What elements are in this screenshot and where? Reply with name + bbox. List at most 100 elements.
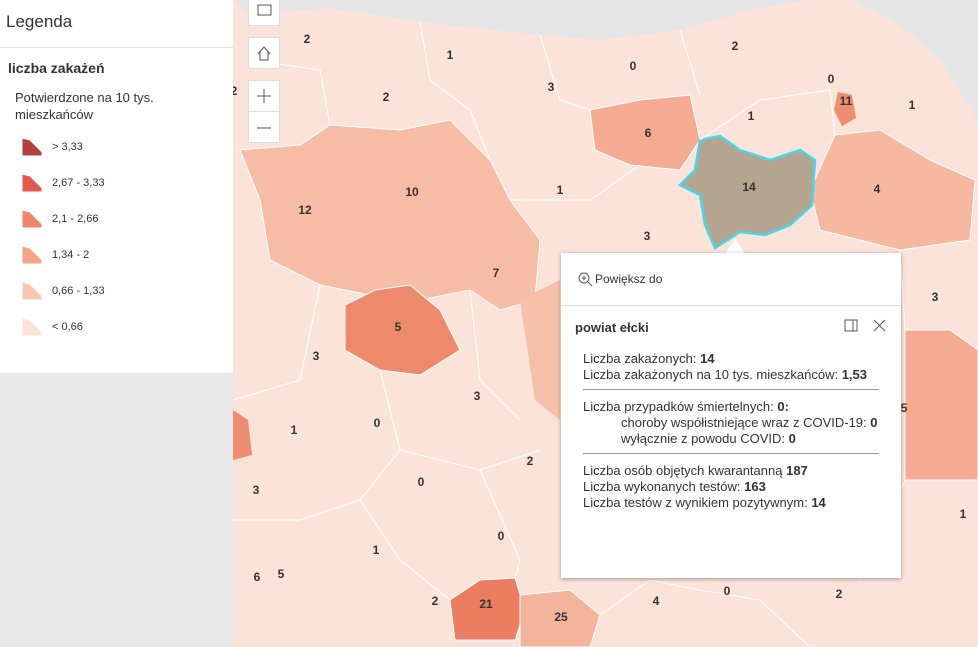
zoom-label: Powiększ do bbox=[595, 272, 663, 286]
region bbox=[834, 92, 856, 126]
icon bbox=[578, 272, 593, 287]
row-value: 14 bbox=[700, 351, 715, 366]
popup-row: wyłącznie z powodu COVID: 0 bbox=[583, 431, 879, 447]
borders bbox=[232, 21, 906, 647]
legend-label: 2,1 - 2,66 bbox=[52, 213, 99, 225]
legend-title: Legenda bbox=[0, 0, 233, 48]
region-label: 2 bbox=[527, 454, 534, 468]
row-value: 187 bbox=[786, 463, 808, 478]
row-value: 0 bbox=[870, 415, 878, 430]
region-label: 11 bbox=[840, 94, 853, 108]
region-label: 2 bbox=[304, 32, 311, 46]
row-value: 163 bbox=[744, 479, 766, 494]
region-label: 21 bbox=[479, 597, 493, 611]
region-label: 0 bbox=[418, 475, 425, 489]
legend-label: 1,34 - 2 bbox=[52, 249, 90, 261]
popup: Powiększ do powiat ełcki Liczba zakażony… bbox=[561, 253, 901, 578]
row-label: Liczba zakażonych na 10 tys. mieszkańców… bbox=[583, 367, 839, 382]
legend-item: 2,1 - 2,66 bbox=[20, 201, 233, 237]
legend-field: Potwierdzone na 10 tys. mieszkańców bbox=[15, 90, 154, 122]
region-label: 2 bbox=[432, 594, 439, 608]
legend-panel: Legenda liczba zakażeń Potwierdzone na 1… bbox=[0, 0, 233, 373]
legend-item: 1,34 - 2 bbox=[20, 237, 233, 273]
icon bbox=[257, 46, 271, 61]
region-label: 12 bbox=[298, 203, 312, 217]
zoom-in-button[interactable] bbox=[248, 80, 280, 112]
region-label: 0 bbox=[724, 584, 731, 598]
popup-actions[interactable] bbox=[843, 318, 887, 334]
legend-item: < 0,66 bbox=[20, 309, 233, 345]
popup-row: Liczba zakażonych na 10 tys. mieszkańców… bbox=[583, 367, 879, 383]
popup-row: Liczba osób objętych kwarantanną 187 bbox=[583, 463, 879, 479]
legend-swatch bbox=[21, 317, 43, 337]
popup-row: Liczba wykonanych testów: 163 bbox=[583, 479, 879, 495]
row-label: Liczba testów z wynikiem pozytywnym: bbox=[583, 495, 808, 510]
region bbox=[519, 589, 601, 647]
region-label: 1 bbox=[447, 48, 454, 62]
region-label: 14 bbox=[742, 180, 756, 194]
region-label: 1 bbox=[557, 183, 564, 197]
region-label: 1 bbox=[373, 543, 380, 557]
region bbox=[233, 410, 252, 460]
region-label: 1 bbox=[909, 98, 916, 112]
legend-swatch bbox=[21, 137, 43, 157]
region-label: 4 bbox=[874, 182, 881, 196]
legend-label: > 3,33 bbox=[52, 141, 83, 153]
icon bbox=[257, 89, 271, 103]
region-label: 3 bbox=[474, 389, 481, 403]
zoom-out-button[interactable] bbox=[248, 111, 280, 143]
swatch-shape bbox=[21, 281, 43, 301]
row-value: 14 bbox=[811, 495, 826, 510]
outside-area bbox=[850, 0, 978, 120]
popup-row: Liczba przypadków śmiertelnych: 0: bbox=[583, 399, 879, 415]
row-label: wyłącznie z powodu COVID: bbox=[621, 431, 786, 446]
region-label: 3 bbox=[313, 349, 320, 363]
swatch-shape bbox=[21, 209, 43, 229]
region-label: 10 bbox=[405, 185, 419, 199]
legend-layer: liczba zakażeń bbox=[8, 60, 105, 76]
popup-row: Liczba zakażonych: 14 bbox=[583, 351, 879, 367]
legend-swatch bbox=[21, 281, 43, 301]
region-label: 2 bbox=[732, 39, 739, 53]
region-label: 1 bbox=[291, 423, 298, 437]
row-label: Liczba osób objętych kwarantanną bbox=[583, 463, 783, 478]
legend-item: 2,67 - 3,33 bbox=[20, 165, 233, 201]
region-label: 6 bbox=[254, 570, 261, 584]
region bbox=[904, 329, 978, 481]
row-value: 0 bbox=[788, 431, 796, 446]
legend-label: < 0,66 bbox=[52, 321, 83, 333]
icon bbox=[257, 4, 272, 16]
region-label: 1 bbox=[960, 507, 967, 521]
region-label: 3 bbox=[932, 290, 939, 304]
region bbox=[344, 284, 461, 376]
popup-pointer bbox=[725, 238, 745, 254]
region-label: 5 bbox=[278, 567, 285, 581]
zoom-to[interactable]: Powiększ do bbox=[561, 253, 901, 306]
legend-swatch bbox=[21, 209, 43, 229]
region-label: 7 bbox=[493, 266, 500, 280]
region-label: 0 bbox=[374, 416, 381, 430]
popup-row: choroby współistniejące wraz z COVID-19:… bbox=[583, 415, 879, 431]
legend-item: > 3,33 bbox=[20, 129, 233, 165]
swatch-shape bbox=[21, 173, 43, 193]
region-label: 3 bbox=[253, 483, 260, 497]
basemap-button[interactable] bbox=[248, 0, 280, 26]
region-label: 25 bbox=[554, 610, 568, 624]
swatch-shape bbox=[21, 137, 43, 157]
legend-item: 0,66 - 1,33 bbox=[20, 273, 233, 309]
region-label: 2 bbox=[231, 84, 238, 98]
outside-area bbox=[233, 0, 810, 40]
row-value: 0: bbox=[777, 399, 789, 414]
region-label: 4 bbox=[653, 594, 660, 608]
home-button[interactable] bbox=[248, 37, 280, 69]
legend-items: > 3,33 2,67 - 3,33 2,1 - 2,66 1,34 - 2 0,66 … bbox=[0, 129, 233, 345]
row-label: choroby współistniejące wraz z COVID-19: bbox=[621, 415, 867, 430]
region-label: 5 bbox=[395, 320, 402, 334]
popup-row: Liczba testów z wynikiem pozytywnym: 14 bbox=[583, 495, 879, 511]
region-label: 2 bbox=[836, 587, 843, 601]
region-label: 3 bbox=[548, 80, 555, 94]
region bbox=[589, 94, 701, 171]
legend-swatch bbox=[21, 245, 43, 265]
selected-region[interactable] bbox=[677, 134, 817, 250]
